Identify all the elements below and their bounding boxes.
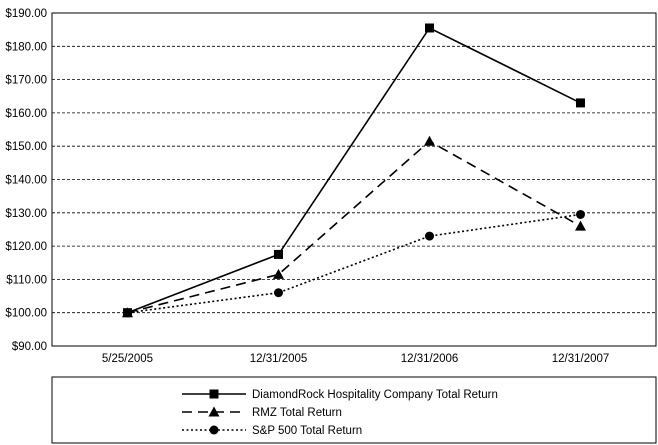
series-line-1: [127, 26, 581, 314]
legend-box: [51, 376, 657, 444]
data-point-circle: [576, 209, 585, 219]
x-tick-label: 12/31/2006: [401, 353, 459, 365]
y-tick-label: $190.00: [5, 8, 47, 20]
x-axis-ticks: 5/25/2005 12/31/2005 12/31/2006 12/31/2007: [102, 353, 609, 365]
y-axis-ticks: $90.00 $100.00 $110.00 $120.00 $130.00 $140.0…: [5, 8, 47, 353]
gridlines: [52, 45, 656, 314]
data-point-triangle: [273, 268, 284, 279]
data-point-square: [274, 249, 283, 259]
y-tick-label: $170.00: [5, 75, 47, 87]
series-group: [122, 23, 586, 318]
data-point-circle: [425, 231, 434, 241]
legend-label: DiamondRock Hospitality Company Total Re…: [252, 389, 498, 401]
x-tick-label: 12/31/2005: [250, 353, 308, 365]
y-tick-label: $90.00: [12, 341, 47, 353]
y-tick-label: $160.00: [5, 108, 47, 120]
legend: DiamondRock Hospitality Company Total Re…: [182, 389, 498, 437]
legend-label: RMZ Total Return: [252, 407, 342, 419]
legend-swatch-marker: [209, 425, 219, 435]
x-tick-label: 12/31/2007: [552, 353, 610, 365]
legend-label: S&P 500 Total Return: [252, 425, 362, 437]
data-point-circle: [123, 308, 132, 318]
legend-swatch-marker: [209, 389, 219, 399]
data-point-square: [576, 98, 585, 108]
y-tick-label: $130.00: [5, 208, 47, 220]
y-tick-label: $180.00: [5, 41, 47, 53]
legend-swatch-marker: [208, 406, 220, 417]
y-tick-label: $110.00: [6, 274, 47, 286]
series-line-2: [127, 140, 581, 314]
y-tick-label: $100.00: [5, 308, 47, 320]
x-tick-label: 5/25/2005: [102, 353, 153, 365]
y-tick-label: $120.00: [5, 241, 47, 253]
y-tick-label: $140.00: [5, 175, 47, 187]
y-tick-label: $150.00: [5, 141, 47, 153]
data-point-triangle: [424, 135, 435, 146]
data-point-circle: [274, 288, 283, 298]
data-point-triangle: [575, 220, 586, 231]
data-point-square: [425, 23, 434, 33]
